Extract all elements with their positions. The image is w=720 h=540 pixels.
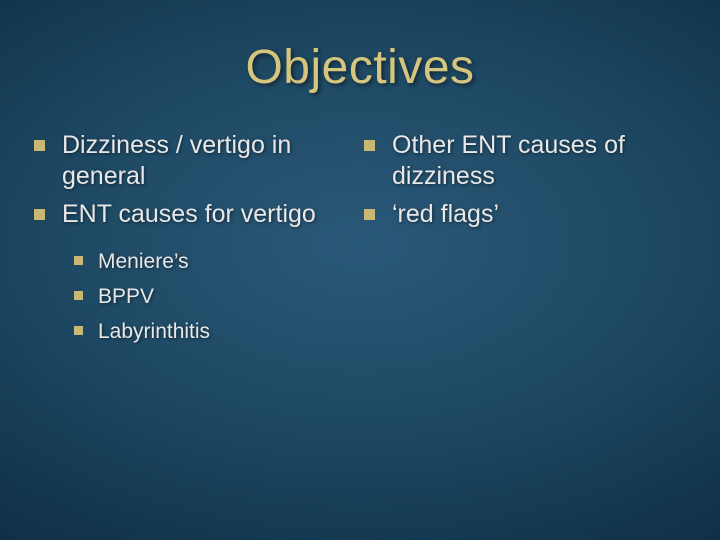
- sub-list-item: Meniere’s: [70, 248, 360, 275]
- list-item: ENT causes for vertigo Meniere’s BPPV La…: [30, 199, 360, 346]
- slide-title: Objectives: [0, 0, 720, 95]
- sub-list-item-text: Labyrinthitis: [98, 320, 210, 343]
- list-item: ‘red flags’: [360, 199, 690, 230]
- sub-bullet-list: Meniere’s BPPV Labyrinthitis: [70, 248, 360, 346]
- sub-list-item: BPPV: [70, 283, 360, 310]
- sub-list-item-text: BPPV: [98, 285, 154, 308]
- slide-body: Dizziness / vertigo in general ENT cause…: [0, 95, 720, 354]
- bullet-list-left: Dizziness / vertigo in general ENT cause…: [30, 130, 360, 346]
- slide: Objectives Dizziness / vertigo in genera…: [0, 0, 720, 540]
- list-item-text: Other ENT causes of dizziness: [392, 131, 625, 190]
- sub-list-item-text: Meniere’s: [98, 250, 189, 273]
- sub-list-item: Labyrinthitis: [70, 318, 360, 345]
- list-item-text: Dizziness / vertigo in general: [62, 131, 291, 190]
- right-column: Other ENT causes of dizziness ‘red flags…: [360, 130, 690, 354]
- list-item: Dizziness / vertigo in general: [30, 130, 360, 193]
- list-item-text: ‘red flags’: [392, 200, 499, 228]
- left-column: Dizziness / vertigo in general ENT cause…: [30, 130, 360, 354]
- bullet-list-right: Other ENT causes of dizziness ‘red flags…: [360, 130, 690, 230]
- list-item-text: ENT causes for vertigo: [62, 200, 316, 228]
- list-item: Other ENT causes of dizziness: [360, 130, 690, 193]
